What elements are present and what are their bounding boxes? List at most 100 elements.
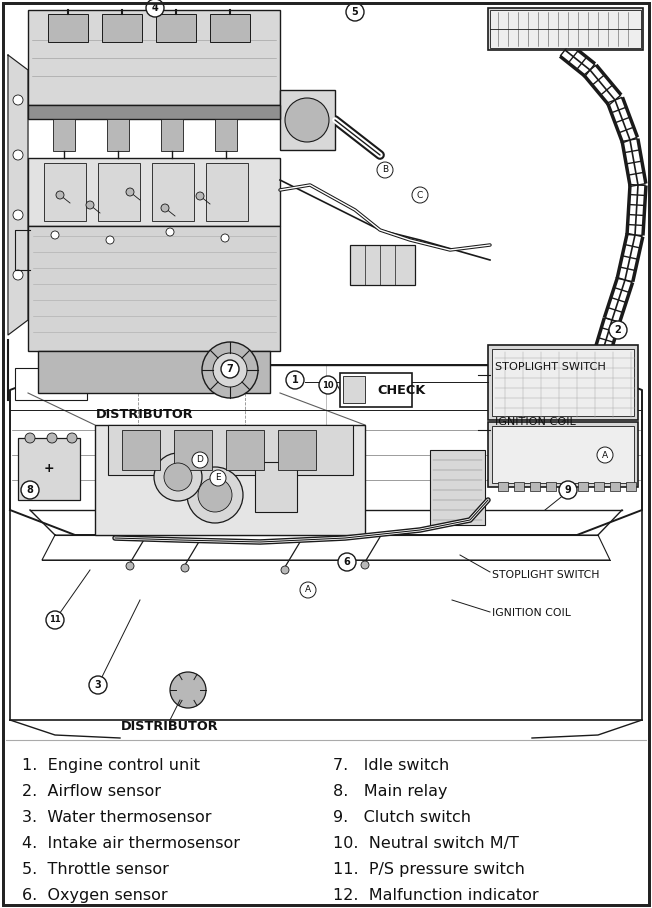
Circle shape (154, 453, 202, 501)
Circle shape (146, 0, 164, 17)
Text: 1.  Engine control unit: 1. Engine control unit (22, 758, 200, 773)
Bar (152, 163, 194, 221)
Circle shape (319, 376, 337, 394)
Bar (108, 425, 353, 475)
Text: 8.   Main relay: 8. Main relay (333, 784, 447, 799)
Text: 11.  P/S pressure switch: 11. P/S pressure switch (333, 862, 525, 877)
Bar (490, 10, 641, 48)
Text: 2: 2 (615, 325, 621, 335)
Circle shape (13, 95, 23, 105)
Text: 5: 5 (351, 7, 359, 17)
Bar (15, 368, 87, 400)
Text: 3: 3 (95, 680, 101, 690)
Text: IGNITION COIL: IGNITION COIL (495, 417, 576, 427)
Bar (492, 426, 634, 483)
Text: C: C (417, 191, 423, 200)
Circle shape (338, 553, 356, 571)
Text: 1: 1 (291, 375, 299, 385)
Bar (48, 14, 88, 42)
Bar (488, 422, 638, 487)
Bar (350, 245, 415, 285)
Text: 5.  Throttle sensor: 5. Throttle sensor (22, 862, 169, 877)
Bar (215, 119, 237, 151)
Circle shape (196, 192, 204, 200)
Bar (156, 14, 196, 42)
Bar (530, 482, 540, 491)
Circle shape (221, 360, 239, 378)
Circle shape (51, 231, 59, 239)
Bar (565, 368, 637, 400)
Circle shape (126, 188, 134, 196)
Text: 4.  Intake air thermosensor: 4. Intake air thermosensor (22, 836, 240, 851)
Bar (498, 482, 508, 491)
Bar (280, 90, 335, 150)
Bar (122, 430, 160, 470)
Circle shape (346, 3, 364, 21)
Bar (546, 482, 556, 491)
Text: 12.  Malfunction indicator: 12. Malfunction indicator (333, 888, 539, 903)
Circle shape (126, 562, 134, 570)
Text: STOPLIGHT SWITCH: STOPLIGHT SWITCH (492, 570, 599, 580)
Bar (492, 349, 634, 416)
Polygon shape (8, 55, 28, 335)
Bar (343, 376, 365, 403)
Text: 11: 11 (49, 616, 61, 625)
Circle shape (21, 481, 39, 499)
Bar (226, 430, 264, 470)
Bar (98, 163, 140, 221)
Text: CHECK: CHECK (377, 383, 425, 397)
Circle shape (213, 353, 247, 387)
Bar (18, 438, 80, 500)
Text: 9.   Clutch switch: 9. Clutch switch (333, 810, 471, 825)
Text: 4: 4 (152, 3, 158, 13)
Bar (174, 430, 212, 470)
Bar (578, 482, 588, 491)
Circle shape (164, 463, 192, 491)
Circle shape (161, 204, 169, 212)
Circle shape (300, 582, 316, 598)
Bar (594, 482, 604, 491)
Bar (255, 462, 297, 512)
Circle shape (559, 481, 577, 499)
Text: D: D (196, 456, 203, 465)
Text: A: A (602, 450, 608, 459)
Text: DISTRIBUTOR: DISTRIBUTOR (121, 720, 219, 733)
Text: 3.  Water thermosensor: 3. Water thermosensor (22, 810, 211, 825)
Text: 10: 10 (322, 380, 334, 390)
Bar (28, 226, 280, 351)
Circle shape (192, 452, 208, 468)
Text: 9: 9 (565, 485, 571, 495)
Bar (44, 163, 86, 221)
Text: 8: 8 (27, 485, 33, 495)
Bar (38, 351, 270, 393)
Circle shape (285, 98, 329, 142)
Circle shape (597, 447, 613, 463)
Bar (28, 10, 280, 105)
Circle shape (170, 672, 206, 708)
Circle shape (89, 676, 107, 694)
Circle shape (106, 236, 114, 244)
Circle shape (198, 478, 232, 512)
Bar (488, 8, 643, 50)
Text: STOPLIGHT SWITCH: STOPLIGHT SWITCH (495, 362, 606, 372)
Bar (53, 119, 75, 151)
Bar (161, 119, 183, 151)
Text: 7: 7 (227, 364, 233, 374)
Bar (514, 482, 524, 491)
Circle shape (377, 162, 393, 178)
Text: 2.  Airflow sensor: 2. Airflow sensor (22, 784, 161, 799)
Text: A: A (305, 586, 311, 595)
Bar (562, 482, 572, 491)
Text: +: + (44, 462, 54, 476)
Bar (210, 14, 250, 42)
Bar (430, 450, 485, 525)
Circle shape (286, 371, 304, 389)
Bar (626, 482, 636, 491)
Bar (206, 163, 248, 221)
Bar (102, 14, 142, 42)
Circle shape (13, 150, 23, 160)
Text: 6: 6 (344, 557, 350, 567)
Circle shape (202, 342, 258, 398)
Circle shape (67, 433, 77, 443)
Circle shape (25, 433, 35, 443)
